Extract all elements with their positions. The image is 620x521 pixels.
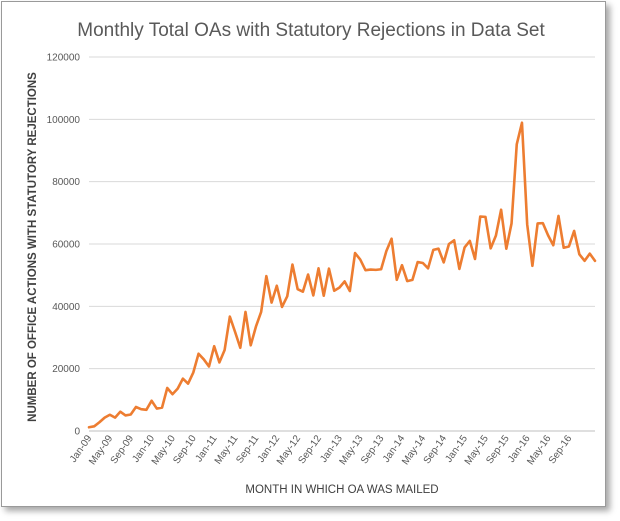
y-tick-label: 20000 <box>52 364 80 375</box>
y-tick-label: 80000 <box>52 177 80 188</box>
chart-title: Monthly Total OAs with Statutory Rejecti… <box>77 20 545 41</box>
y-tick-label: 120000 <box>47 53 81 64</box>
y-axis-ticks: 0 20000 40000 60000 80000 100000 120000 <box>47 53 81 438</box>
gridlines <box>89 56 595 370</box>
y-tick-label: 40000 <box>52 302 80 313</box>
chart-frame: Monthly Total OAs with Statutory Rejecti… <box>1 1 606 507</box>
line-chart: Monthly Total OAs with Statutory Rejecti… <box>27 20 597 496</box>
y-axis-label: NUMBER OF OFFICE ACTIONS WITH STATUTORY … <box>27 72 39 422</box>
series-line <box>87 121 597 429</box>
x-axis-ticks: Jan-09May-09Sep-09Jan-10May-10Sep-10Jan-… <box>68 433 575 467</box>
y-tick-label: 60000 <box>52 240 80 251</box>
y-tick-label: 0 <box>74 427 80 438</box>
x-axis-label: MONTH IN WHICH OA WAS MAILED <box>245 484 438 496</box>
y-tick-label: 100000 <box>47 115 81 126</box>
